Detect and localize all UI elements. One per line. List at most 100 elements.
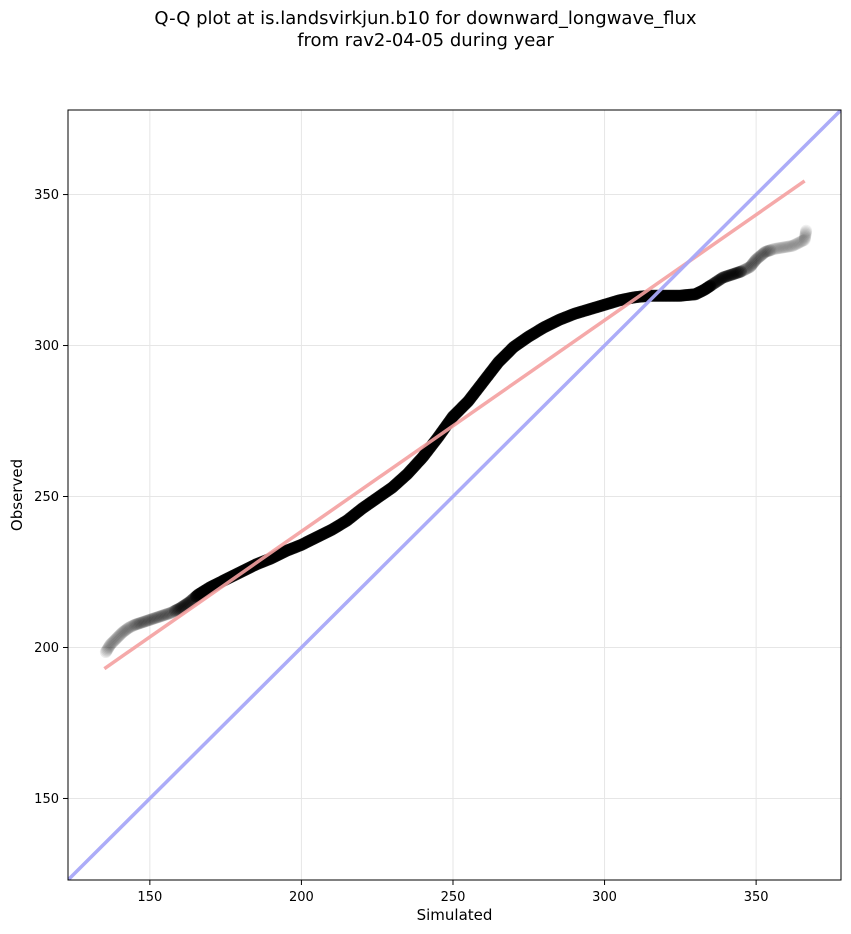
qq-point <box>144 613 157 626</box>
qq-point <box>182 596 195 609</box>
axis-ticks: 150 200 250 300 350 150 200 250 300 350 <box>34 188 768 905</box>
qq-point <box>123 621 136 634</box>
x-axis-label: Simulated <box>417 906 493 924</box>
qq-point <box>731 266 744 279</box>
qq-point <box>778 241 791 254</box>
qq-point <box>159 608 172 621</box>
qq-point <box>744 259 757 272</box>
qq-point <box>798 232 811 245</box>
qq-point <box>734 265 747 278</box>
x-tick-label: 300 <box>592 890 617 905</box>
qq-point <box>131 617 144 630</box>
qq-point <box>748 255 761 268</box>
qq-point <box>115 627 128 640</box>
y-tick-label: 200 <box>34 641 59 656</box>
qq-point <box>111 631 124 644</box>
qq-point <box>765 243 778 256</box>
chart-subtitle: from rav2-04-05 during year <box>297 30 554 51</box>
qq-point <box>120 623 133 636</box>
qq-point <box>760 245 773 258</box>
qq-point <box>705 279 718 292</box>
qq-point <box>733 265 746 278</box>
qq-point <box>108 634 121 647</box>
qq-point <box>162 607 175 620</box>
qq-point <box>747 256 760 269</box>
qq-point <box>145 613 158 626</box>
qq-point <box>799 231 812 244</box>
plot-area <box>68 110 841 880</box>
qq-point <box>137 615 150 628</box>
qq-point <box>163 607 176 620</box>
qq-point <box>116 626 129 639</box>
qq-point <box>127 619 140 632</box>
qq-point <box>737 264 750 277</box>
chart-title-block: Q-Q plot at is.landsvirkjun.b10 for down… <box>0 8 851 52</box>
qq-point <box>712 274 725 287</box>
qq-point <box>154 610 167 623</box>
qq-point <box>128 618 141 631</box>
qq-point <box>763 244 776 257</box>
qq-point <box>107 635 120 648</box>
qq-point <box>114 628 127 641</box>
qq-point <box>728 267 741 280</box>
qq-point <box>714 273 727 286</box>
qq-point <box>769 242 782 255</box>
qq-point <box>780 240 792 253</box>
qq-point <box>171 603 184 616</box>
qq-point <box>105 637 118 650</box>
qq-point <box>797 234 810 247</box>
qq-point <box>176 600 189 613</box>
qq-point <box>742 261 755 274</box>
qq-point <box>793 236 806 249</box>
qq-point <box>101 643 114 656</box>
qq-point <box>774 241 787 254</box>
qq-point <box>746 257 759 270</box>
qq-point <box>764 244 777 257</box>
qq-point <box>799 229 812 242</box>
qq-point <box>166 606 179 619</box>
qq-point <box>102 640 115 653</box>
qq-point <box>113 629 126 642</box>
qq-point <box>799 228 812 241</box>
qq-point <box>126 620 139 633</box>
qq-point <box>725 268 738 281</box>
qq-point <box>761 245 774 258</box>
qq-point <box>165 606 178 619</box>
qq-point <box>799 226 812 239</box>
qq-point <box>772 242 785 255</box>
qq-point <box>756 247 769 260</box>
qq-point <box>117 625 130 638</box>
qq-point <box>140 614 153 627</box>
qq-point <box>744 261 757 274</box>
qq-point <box>177 599 190 612</box>
qq-point <box>711 275 724 288</box>
qq-point <box>133 617 146 630</box>
qq-point <box>781 240 794 253</box>
x-tick-label: 250 <box>441 890 466 905</box>
qq-point <box>104 638 117 651</box>
qq-point <box>800 224 813 237</box>
qq-point <box>136 616 149 629</box>
qq-point <box>175 601 188 614</box>
qq-point <box>799 227 812 240</box>
qq-point <box>139 615 152 628</box>
qq-point <box>170 604 183 617</box>
qq-point <box>715 272 728 285</box>
qq-point <box>724 269 737 281</box>
qq-point <box>110 632 123 645</box>
qq-point <box>119 624 132 637</box>
plot-frame <box>67 109 842 881</box>
qq-point <box>759 245 772 258</box>
qq-point <box>796 235 809 248</box>
qq-point <box>157 609 170 622</box>
qq-point <box>125 620 138 633</box>
qq-point <box>785 240 798 253</box>
qq-point <box>794 235 807 248</box>
qq-point <box>146 612 159 625</box>
qq-point <box>752 251 765 264</box>
qq-point <box>178 599 191 612</box>
qq-point <box>718 271 731 284</box>
qq-point <box>751 252 764 265</box>
qq-point <box>716 271 729 284</box>
